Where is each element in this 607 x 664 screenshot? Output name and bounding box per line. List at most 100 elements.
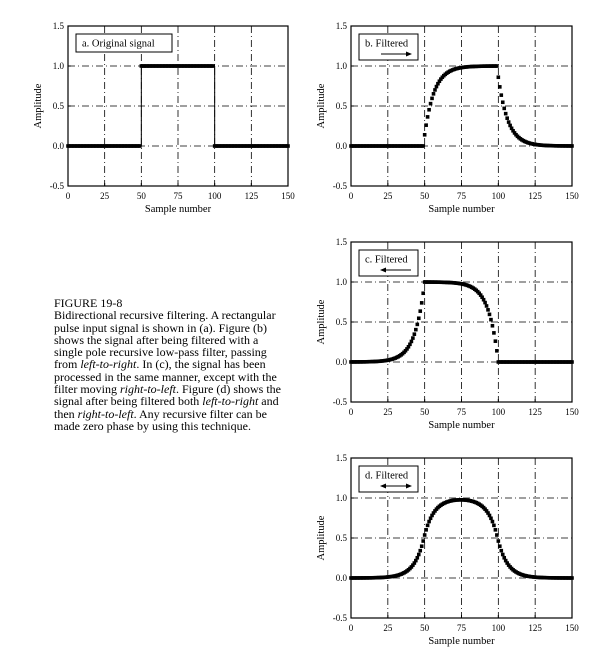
y-tick-label: -0.5 xyxy=(333,613,348,623)
x-tick-label: 50 xyxy=(420,191,430,201)
caption-title: FIGURE 19-8 xyxy=(54,296,123,310)
data-point xyxy=(480,295,484,300)
data-point xyxy=(496,539,501,543)
data-point xyxy=(414,558,418,563)
chart-b: 0 25 50 75 100 125 150 -0.5 0.0 0.5 1.0 1.5 Sample n… xyxy=(316,21,579,215)
x-tick-label: 100 xyxy=(492,623,506,633)
chart-title: b. Filtered xyxy=(365,39,409,50)
data-point xyxy=(415,555,420,560)
data-point xyxy=(570,576,574,580)
data-point xyxy=(427,107,431,112)
data-point xyxy=(428,516,433,521)
chart-title-box xyxy=(358,33,419,61)
data-point xyxy=(415,322,420,327)
x-tick-label: 25 xyxy=(100,191,110,201)
data-point xyxy=(511,128,515,133)
data-point xyxy=(406,344,411,349)
data-point xyxy=(405,347,409,351)
data-point xyxy=(506,563,511,567)
x-tick-label: 50 xyxy=(137,191,147,201)
data-point xyxy=(412,332,417,336)
x-tick-label: 150 xyxy=(565,407,579,417)
caption-part: . Figure (d) shows the signal after bein… xyxy=(54,382,281,409)
data-point xyxy=(403,348,408,353)
data-point xyxy=(419,301,424,305)
chart-c: 0 25 50 75 100 125 150 -0.5 0.0 0.5 1.0 1.5 Sample n… xyxy=(316,237,579,431)
data-point xyxy=(506,120,511,124)
y-tick-label: 1.5 xyxy=(53,21,65,31)
chart-title: a. Original signal xyxy=(82,39,155,50)
caption-part: left-to-right xyxy=(202,394,259,409)
caption-part: . In (c), the signal has been processed … xyxy=(54,357,277,397)
x-tick-label: 150 xyxy=(281,191,295,201)
series-markers xyxy=(66,64,290,148)
data-point xyxy=(419,544,424,549)
data-point xyxy=(509,126,514,131)
data-point xyxy=(570,360,574,364)
data-point xyxy=(434,84,439,89)
data-point xyxy=(414,327,418,332)
data-point xyxy=(489,317,493,322)
data-point xyxy=(425,115,430,119)
y-tick-label: 1.5 xyxy=(336,453,348,463)
data-point xyxy=(495,349,499,353)
data-point xyxy=(427,519,431,524)
data-point xyxy=(428,101,433,106)
data-point xyxy=(495,64,499,68)
arrow-head-right xyxy=(406,483,412,489)
y-tick-label: 0.0 xyxy=(336,573,348,583)
data-point xyxy=(503,111,508,116)
data-point xyxy=(502,555,507,560)
chart-d: 0 25 50 75 100 125 150 -0.5 0.0 0.5 1.0 1.5 Sample n… xyxy=(316,453,579,647)
data-point xyxy=(481,297,486,302)
data-point xyxy=(411,336,415,340)
x-tick-label: 75 xyxy=(174,191,184,201)
data-point xyxy=(486,511,490,515)
x-tick-label: 50 xyxy=(420,407,430,417)
x-tick-label: 125 xyxy=(528,407,542,417)
data-point xyxy=(489,516,493,521)
y-tick-label: -0.5 xyxy=(333,181,348,191)
x-tick-label: 75 xyxy=(457,191,467,201)
x-tick-label: 0 xyxy=(349,623,354,633)
x-tick-label: 100 xyxy=(208,191,222,201)
y-tick-label: 0.0 xyxy=(53,141,65,151)
data-point xyxy=(408,342,412,347)
figure-caption: FIGURE 19-8 Bidirectional recursive filt… xyxy=(54,297,288,432)
data-point xyxy=(496,75,501,80)
x-tick-label: 25 xyxy=(383,623,393,633)
y-tick-label: 1.0 xyxy=(336,493,348,503)
data-point xyxy=(487,312,492,317)
series-markers xyxy=(349,280,574,364)
data-point xyxy=(484,304,489,308)
data-point xyxy=(505,116,509,120)
y-tick-label: 0.5 xyxy=(336,101,348,111)
data-point xyxy=(416,552,421,557)
x-tick-label: 125 xyxy=(528,191,542,201)
x-tick-label: 0 xyxy=(349,191,354,201)
x-tick-label: 75 xyxy=(457,407,467,417)
data-point xyxy=(138,144,142,148)
chart-a: 0 25 50 75 100 125 150 -0.5 0.0 0.5 1.0 1.5 Sample n… xyxy=(33,21,295,215)
y-tick-label: 1.0 xyxy=(336,61,348,71)
data-point xyxy=(418,309,423,313)
data-point xyxy=(430,513,434,518)
direction-arrow-icon xyxy=(380,267,411,273)
arrow-head-left xyxy=(380,483,386,489)
y-axis-label: Amplitude xyxy=(316,515,327,560)
data-point xyxy=(436,81,440,86)
x-axis-label: Sample number xyxy=(428,420,495,431)
data-point xyxy=(422,133,427,137)
data-point xyxy=(421,291,425,296)
y-tick-label: 0.0 xyxy=(336,357,348,367)
data-point xyxy=(570,144,574,148)
chart-title: d. Filtered xyxy=(365,471,409,482)
y-tick-label: -0.5 xyxy=(333,397,348,407)
x-tick-label: 100 xyxy=(492,191,506,201)
data-point xyxy=(500,100,505,105)
y-tick-label: 0.0 xyxy=(336,141,348,151)
data-point xyxy=(505,561,509,565)
data-point xyxy=(512,131,517,135)
x-tick-label: 150 xyxy=(565,623,579,633)
